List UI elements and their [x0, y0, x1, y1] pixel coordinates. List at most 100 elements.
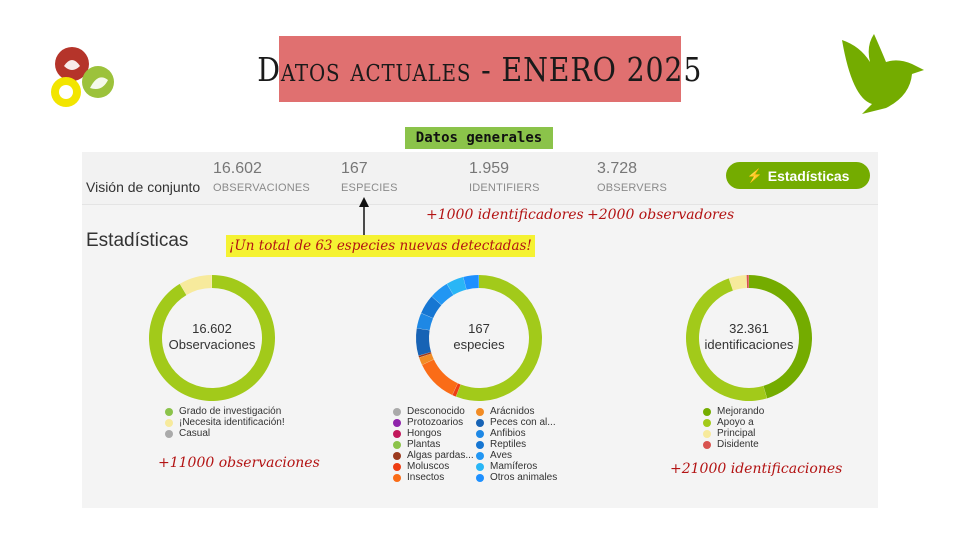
annotation-identifiers: +1000 identificadores [426, 207, 584, 223]
donut-segment[interactable] [728, 275, 747, 291]
overview-label: Visión de conjunto [86, 179, 201, 195]
legend-dot [393, 440, 401, 449]
legend-label: Arácnidos [490, 406, 535, 417]
legend-item[interactable]: Mamíferos [476, 461, 557, 472]
overview-row: Visión de conjunto 16.602 OBSERVACIONES … [82, 152, 878, 205]
legend-item[interactable]: Insectos [393, 472, 474, 483]
bird-logo [832, 30, 932, 114]
legend-item[interactable]: Mejorando [703, 406, 764, 417]
stat-observers[interactable]: 3.728 OBSERVERS [597, 160, 667, 194]
donut-segment[interactable] [422, 359, 458, 396]
observations-legend: Grado de investigación ¡Necesita identif… [165, 406, 285, 439]
legend-dot [393, 451, 401, 460]
arrow-up-icon [359, 197, 369, 235]
annotation-species: ¡Un total de 63 especies nuevas detectad… [226, 235, 535, 257]
legend-label: Reptiles [490, 439, 527, 450]
legend-label: Insectos [407, 472, 445, 483]
legend-label: Protozoarios [407, 417, 464, 428]
observations-donut[interactable] [147, 273, 277, 403]
stat-label: ESPECIES [341, 182, 398, 194]
legend-dot [703, 440, 711, 449]
legend-dot [476, 462, 484, 471]
legend-item[interactable]: Desconocido [393, 406, 474, 417]
legend-dot [393, 473, 401, 482]
legend-item[interactable]: Aves [476, 450, 557, 461]
legend-item[interactable]: Principal [703, 428, 764, 439]
legend-item[interactable]: Apoyo a [703, 417, 764, 428]
species-legend-left: Desconocido Protozoarios Hongos Plantas Alga… [393, 406, 474, 483]
donut-segment[interactable] [421, 296, 442, 319]
stat-label: OBSERVACIONES [213, 182, 310, 194]
donut-segment[interactable] [416, 328, 431, 356]
stat-label: IDENTIFIERS [469, 182, 540, 194]
statistics-button[interactable]: ⚡ Estadísticas [726, 162, 870, 189]
center-value: 167 [468, 321, 490, 336]
donut-segment[interactable] [456, 275, 542, 401]
legend-label: Aves [490, 450, 513, 461]
legend-dot [703, 429, 711, 438]
legend-item[interactable]: Peces con al... [476, 417, 557, 428]
donut-segment[interactable] [746, 275, 749, 289]
legend-item[interactable]: Moluscos [393, 461, 474, 472]
stat-value: 167 [341, 160, 368, 177]
legend-item[interactable]: Casual [165, 428, 285, 439]
legend-label: Hongos [407, 428, 442, 439]
stat-species[interactable]: 167 ESPECIES [341, 160, 398, 194]
donut-segment[interactable] [749, 275, 813, 399]
identifications-donut[interactable] [684, 273, 814, 403]
donut-segment[interactable] [463, 275, 479, 290]
stat-value: 16.602 [213, 160, 262, 177]
stat-value: 3.728 [597, 160, 638, 177]
species-donut[interactable] [414, 273, 544, 403]
legend-dot [476, 418, 484, 427]
center-value: 16.602 [192, 321, 232, 336]
stat-identifiers[interactable]: 1.959 IDENTIFIERS [469, 160, 540, 194]
center-label: especies [453, 337, 505, 352]
stat-observations[interactable]: 16.602 OBSERVACIONES [213, 160, 310, 194]
legend-dot [476, 429, 484, 438]
legend-item[interactable]: Reptiles [476, 439, 557, 450]
legend-dot [476, 451, 484, 460]
donut-segment[interactable] [446, 277, 467, 295]
donut-segment[interactable] [179, 275, 212, 295]
legend-label: Mamíferos [490, 461, 538, 472]
legend-dot [703, 418, 711, 427]
legend-item[interactable]: Protozoarios [393, 417, 474, 428]
legend-item[interactable]: Grado de investigación [165, 406, 285, 417]
legend-item[interactable]: Anfibios [476, 428, 557, 439]
page-title: Datos actuales - ENERO 2025 [257, 49, 703, 89]
legend-item[interactable]: Plantas [393, 439, 474, 450]
species-legend-right: Arácnidos Peces con al... Anfibios Reptiles… [476, 406, 557, 483]
legend-dot [476, 407, 484, 416]
legend-label: Algas pardas... [407, 450, 474, 461]
annotation-identifications: +21000 identificaciones [670, 461, 843, 477]
annotation-observers: +2000 observadores [587, 207, 735, 223]
nature-logo [46, 44, 118, 110]
stats-panel: Visión de conjunto 16.602 OBSERVACIONES … [82, 152, 878, 508]
legend-dot [393, 462, 401, 471]
title-banner: Datos actuales - ENERO 2025 [257, 36, 702, 102]
legend-dot [393, 407, 401, 416]
donut-segment[interactable] [452, 383, 461, 397]
donut-segment[interactable] [416, 313, 434, 331]
legend-dot [703, 407, 711, 416]
legend-dot [165, 418, 173, 427]
legend-label: Otros animales [490, 472, 558, 483]
donut-segment[interactable] [431, 283, 454, 305]
legend-item[interactable]: Hongos [393, 428, 474, 439]
legend-item[interactable]: Disidente [703, 439, 764, 450]
legend-item[interactable]: ¡Necesita identificación! [165, 417, 285, 428]
statistics-heading: Estadísticas [86, 230, 189, 251]
section-label: Datos generales [405, 127, 553, 149]
statistics-button-label: Estadísticas [767, 167, 850, 184]
observations-center: 16.602 Observaciones [147, 321, 277, 353]
donut-segment[interactable] [419, 353, 434, 365]
legend-item[interactable]: Arácnidos [476, 406, 557, 417]
legend-item[interactable]: Otros animales [476, 472, 557, 483]
legend-item[interactable]: Algas pardas... [393, 450, 474, 461]
stat-value: 1.959 [469, 160, 510, 177]
legend-dot [476, 473, 484, 482]
species-center: 167 especies [414, 321, 544, 353]
donut-segment[interactable] [685, 278, 767, 402]
donut-segment[interactable] [418, 352, 432, 358]
